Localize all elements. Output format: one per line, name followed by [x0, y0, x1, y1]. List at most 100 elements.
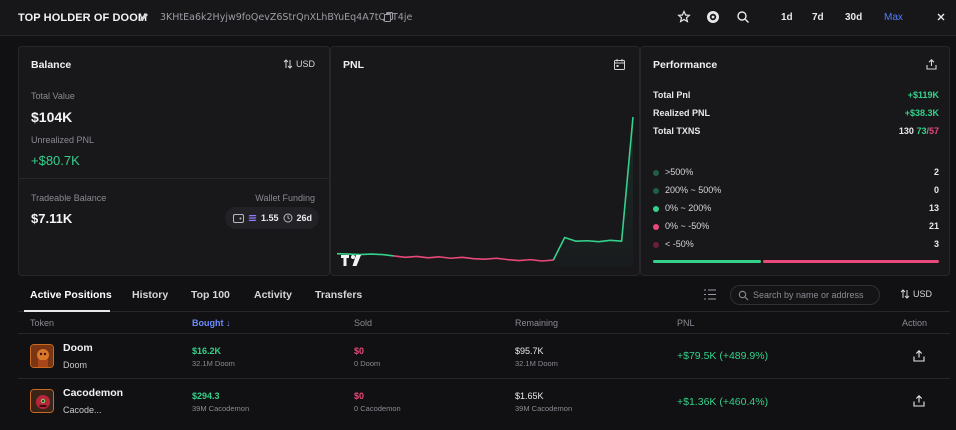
- token-symbol: Cacode...: [63, 405, 102, 415]
- tab-activity[interactable]: Activity: [254, 289, 292, 301]
- pnl-title: PNL: [343, 59, 364, 71]
- total-pnl-value: +$119K: [907, 90, 939, 100]
- dist-label: >500%: [665, 167, 694, 177]
- share-icon[interactable]: [913, 350, 925, 362]
- tradingview-logo: [341, 255, 361, 266]
- realized-pnl-label: Realized PNL: [653, 108, 711, 118]
- sold-amount: 0 Doom: [354, 359, 381, 368]
- cacodemon-token-image: [30, 389, 54, 413]
- col-bought[interactable]: Bought ↓: [192, 318, 231, 328]
- col-action: Action: [902, 318, 928, 328]
- remaining-value: $1.65K: [515, 391, 544, 401]
- total-txns-value: 130 73/57: [898, 126, 939, 136]
- tab-history[interactable]: History: [132, 289, 169, 301]
- total-txns-row: Total TXNS 130 73/57: [653, 126, 939, 136]
- search-input[interactable]: Search by name or address: [730, 285, 880, 305]
- divider: [19, 178, 329, 179]
- dist-row-500-plus: >500% 2: [653, 167, 939, 177]
- dist-count: 0: [933, 185, 939, 195]
- col-remaining[interactable]: Remaining: [515, 318, 559, 328]
- solana-icon: [248, 215, 257, 221]
- wallet-funding-label: Wallet Funding: [255, 193, 315, 203]
- dist-label: 0% ~ -50%: [665, 221, 710, 231]
- dist-count: 13: [928, 203, 939, 213]
- wallet-funding-badge[interactable]: 1.55 26d: [225, 207, 319, 229]
- search-icon: [738, 290, 749, 301]
- sold-amount: 0 Cacodemon: [354, 404, 401, 413]
- share-icon[interactable]: [926, 59, 937, 70]
- range-1d[interactable]: 1d: [781, 12, 793, 23]
- dist-row-200-500: 200% ~ 500% 0: [653, 185, 939, 195]
- token-name[interactable]: Cacodemon: [63, 387, 124, 399]
- remaining-value: $95.7K: [515, 346, 544, 356]
- range-30d[interactable]: 30d: [845, 12, 863, 23]
- tab-transfers[interactable]: Transfers: [315, 289, 363, 301]
- star-icon[interactable]: [677, 10, 691, 24]
- tradeable-balance-label: Tradeable Balance: [31, 193, 107, 203]
- funding-age: 26d: [296, 213, 313, 223]
- search-icon[interactable]: [736, 10, 750, 24]
- loss-ratio-bar: [763, 260, 939, 263]
- bought-value: $294.3: [192, 391, 220, 401]
- token-logo-icon[interactable]: [706, 10, 720, 24]
- search-placeholder: Search by name or address: [753, 290, 864, 300]
- table-currency-toggle[interactable]: USD: [900, 289, 932, 299]
- dist-label: 0% ~ 200%: [665, 203, 712, 213]
- wallet-address: 3KHtEa6k2Hyjw9foQevZ6StrQnXLhBYuEq4A7tQE…: [160, 12, 413, 23]
- dist-row-0-200: 0% ~ 200% 13: [653, 203, 939, 213]
- token-name[interactable]: Doom: [63, 342, 93, 354]
- dist-label: 200% ~ 500%: [665, 185, 722, 195]
- pnl-area-fill: [553, 117, 633, 267]
- calendar-icon[interactable]: [614, 59, 625, 70]
- swap-arrows-icon: [900, 289, 910, 299]
- pnl-line-start: [336, 252, 395, 257]
- currency-toggle[interactable]: USD: [283, 59, 315, 69]
- dist-row-below-neg50: < -50% 3: [653, 239, 939, 249]
- row-divider: [18, 378, 950, 379]
- col-pnl[interactable]: PNL: [677, 318, 695, 328]
- pnl-panel: PNL: [330, 46, 640, 276]
- cacodemon-avatar-icon: [31, 390, 53, 412]
- unrealized-pnl-label: Unrealized PNL: [31, 135, 95, 145]
- sold-value: $0: [354, 346, 365, 356]
- pnl-chart[interactable]: [335, 107, 635, 275]
- balance-title: Balance: [31, 59, 72, 71]
- header-bar: TOP HOLDER OF DOOM 3KHtEa6k2Hyjw9foQevZ6…: [0, 0, 956, 36]
- dist-dot: [653, 187, 659, 194]
- realized-pnl-row: Realized PNL +$38.3K: [653, 108, 939, 118]
- tab-active-positions[interactable]: Active Positions: [30, 289, 112, 301]
- range-max[interactable]: Max: [884, 12, 903, 23]
- edit-pencil-icon[interactable]: [139, 11, 149, 23]
- row-pnl: +$79.5K (+489.9%): [677, 350, 769, 362]
- total-value-label: Total Value: [31, 91, 75, 101]
- col-sold[interactable]: Sold: [354, 318, 373, 328]
- performance-panel: Performance Total Pnl +$119K Realized PN…: [640, 46, 950, 276]
- wallet-icon: [233, 213, 244, 223]
- total-pnl-label: Total Pnl: [653, 90, 691, 100]
- col-token: Token: [30, 318, 55, 328]
- list-filter-icon[interactable]: [704, 289, 716, 300]
- bought-amount: 32.1M Doom: [192, 359, 235, 368]
- doom-token-image: [30, 344, 54, 368]
- share-icon[interactable]: [913, 395, 925, 407]
- dist-dot: [653, 223, 659, 230]
- range-7d[interactable]: 7d: [812, 12, 824, 23]
- tab-top-100[interactable]: Top 100: [191, 289, 230, 301]
- txns-total: 130: [898, 126, 914, 136]
- dist-dot: [653, 169, 659, 176]
- row-pnl: +$1.36K (+460.4%): [677, 396, 769, 408]
- copy-icon[interactable]: [384, 12, 393, 22]
- close-icon[interactable]: [934, 10, 948, 24]
- dist-label: < -50%: [665, 239, 694, 249]
- sold-value: $0: [354, 391, 365, 401]
- table-currency-label: USD: [912, 289, 932, 299]
- bought-value: $16.2K: [192, 346, 222, 356]
- swap-arrows-icon: [283, 59, 293, 69]
- bought-amount: 39M Cacodemon: [192, 404, 250, 413]
- realized-pnl-value: +$38.3K: [904, 108, 939, 118]
- token-symbol: Doom: [63, 360, 88, 370]
- total-txns-label: Total TXNS: [653, 126, 701, 136]
- pnl-line-positive: [552, 116, 634, 261]
- currency-label: USD: [295, 59, 315, 69]
- positions-tabs: Active Positions History Top 100 Activit…: [18, 280, 950, 312]
